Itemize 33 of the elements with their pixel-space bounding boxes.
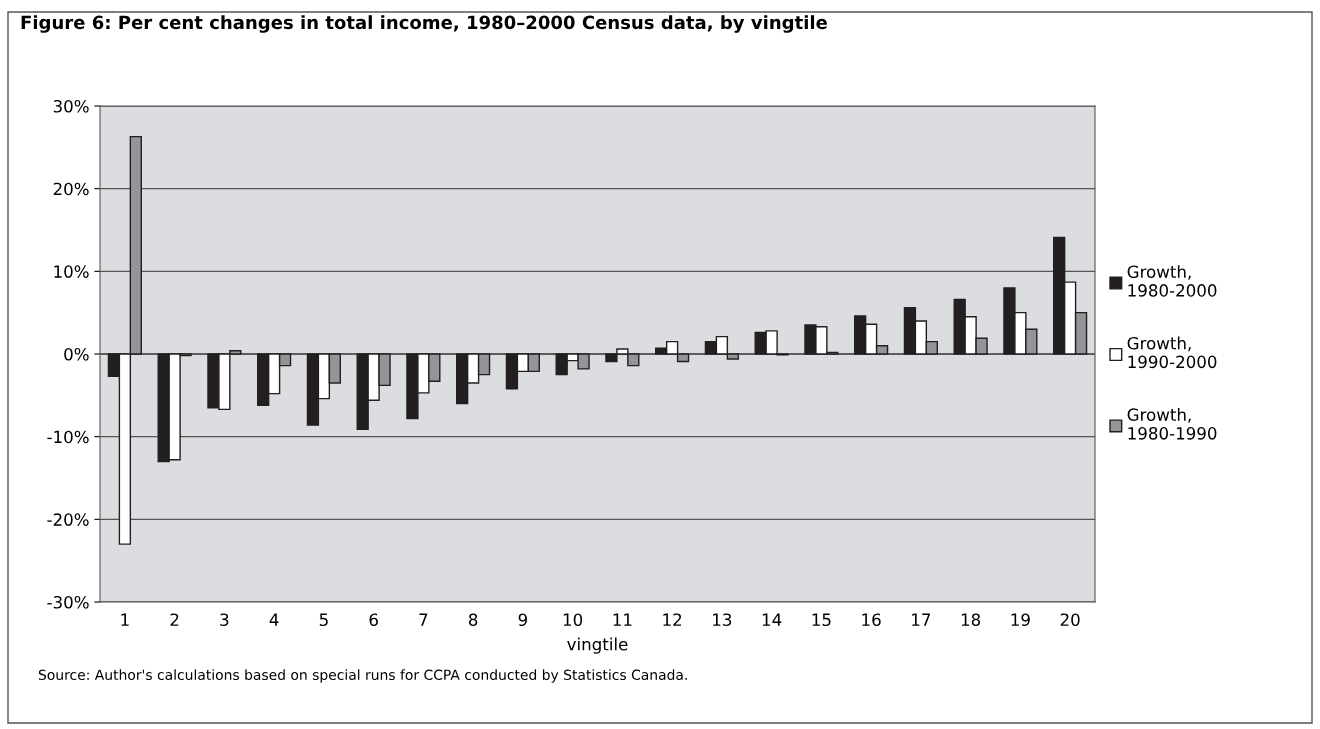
- y-tick-label: -20%: [47, 513, 89, 526]
- x-tick-label: 5: [319, 613, 328, 627]
- x-tick-label: 20: [1060, 613, 1080, 627]
- x-tick-label: 9: [518, 613, 528, 627]
- x-tick-label: 15: [812, 613, 831, 627]
- y-tick-label: 0%: [64, 347, 89, 361]
- x-axis-title: vingtile: [567, 637, 628, 654]
- source-note: Source: Author's calculations based on special runs for CCPA conducted by Statistics Canada.: [38, 669, 687, 683]
- y-tick-label: 20%: [53, 182, 89, 196]
- y-tick-label: 10%: [54, 265, 89, 278]
- y-tick-label: -30%: [47, 595, 89, 609]
- y-tick-label: 30%: [53, 99, 89, 113]
- x-tick-label: 10: [563, 613, 583, 627]
- x-tick-label: 19: [1011, 613, 1030, 627]
- y-tick-label: -10%: [47, 430, 89, 444]
- x-tick-label: 14: [762, 613, 782, 626]
- x-tick-label: 8: [468, 613, 478, 627]
- x-tick-label: 2: [170, 613, 179, 626]
- x-tick-label: 13: [713, 613, 732, 627]
- chart-title: Figure 6: Per cent changes in total income, 1980–2000 Census data, by vingtile: [21, 15, 827, 33]
- x-tick-label: 7: [419, 613, 428, 626]
- x-tick-label: 18: [961, 613, 981, 627]
- x-tick-label: 17: [912, 613, 931, 626]
- x-tick-label: 1: [121, 613, 129, 626]
- x-tick-label: 4: [269, 613, 279, 626]
- legend-label: Growth, 1980-2000: [1127, 265, 1217, 297]
- x-tick-label: 3: [220, 613, 229, 627]
- x-tick-label: 11: [613, 613, 632, 626]
- x-tick-label: 16: [862, 613, 881, 627]
- x-tick-label: 6: [369, 613, 378, 627]
- legend-label: Growth, 1990-2000: [1127, 336, 1217, 369]
- legend-label: Growth, 1980-1990: [1127, 408, 1217, 440]
- x-tick-label: 12: [663, 613, 682, 626]
